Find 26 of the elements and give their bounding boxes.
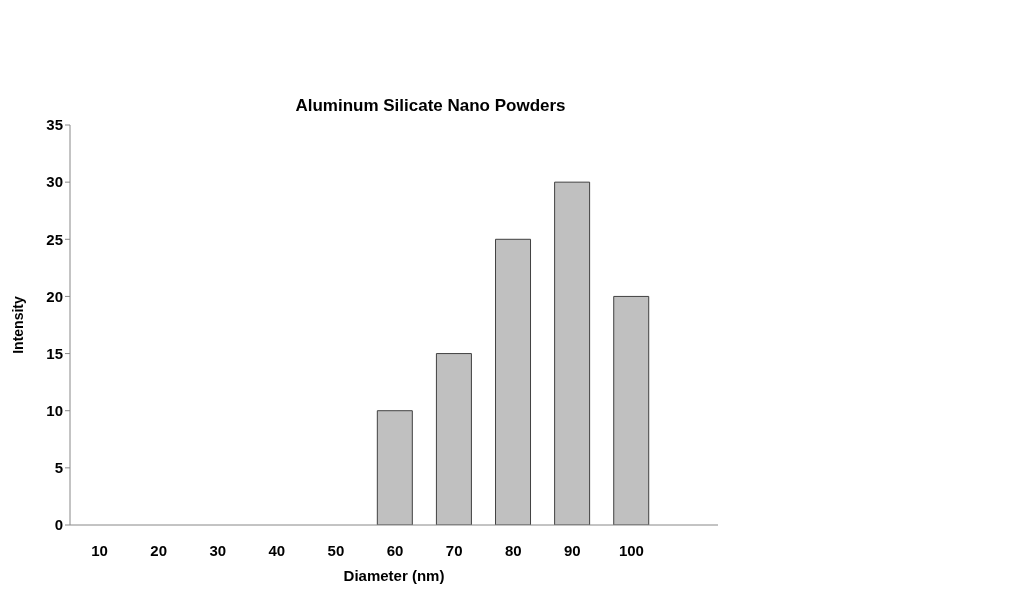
bar [613,295,650,525]
x-tick-label: 50 [327,541,345,559]
y-tick-label: 10 [46,402,63,420]
x-tick-label: 20 [150,541,167,559]
bar [554,181,591,525]
x-tick-label: 70 [445,541,463,559]
bar [435,353,472,525]
x-tick-label: 10 [91,541,108,559]
chart-title: Aluminum Silicate Nano Powders [294,96,567,116]
y-axis-title: Intensity [9,296,26,354]
y-tick-label: 25 [46,230,63,248]
x-tick-label: 40 [268,541,286,559]
y-tick-label: 5 [54,459,63,477]
bar [495,238,532,525]
bar [376,410,413,525]
y-tick-label: 30 [46,173,63,191]
y-tick-label: 35 [46,116,63,134]
y-tick-label: 15 [46,344,63,362]
y-tick-label: 0 [54,516,63,534]
x-tick-label: 100 [618,541,644,559]
x-axis-title: Diameter (nm) [343,567,445,584]
y-tick-label: 20 [46,287,63,305]
x-tick-label: 80 [504,541,522,559]
x-tick-label: 90 [564,541,581,559]
x-tick-label: 30 [209,541,227,559]
x-tick-label: 60 [386,541,404,559]
